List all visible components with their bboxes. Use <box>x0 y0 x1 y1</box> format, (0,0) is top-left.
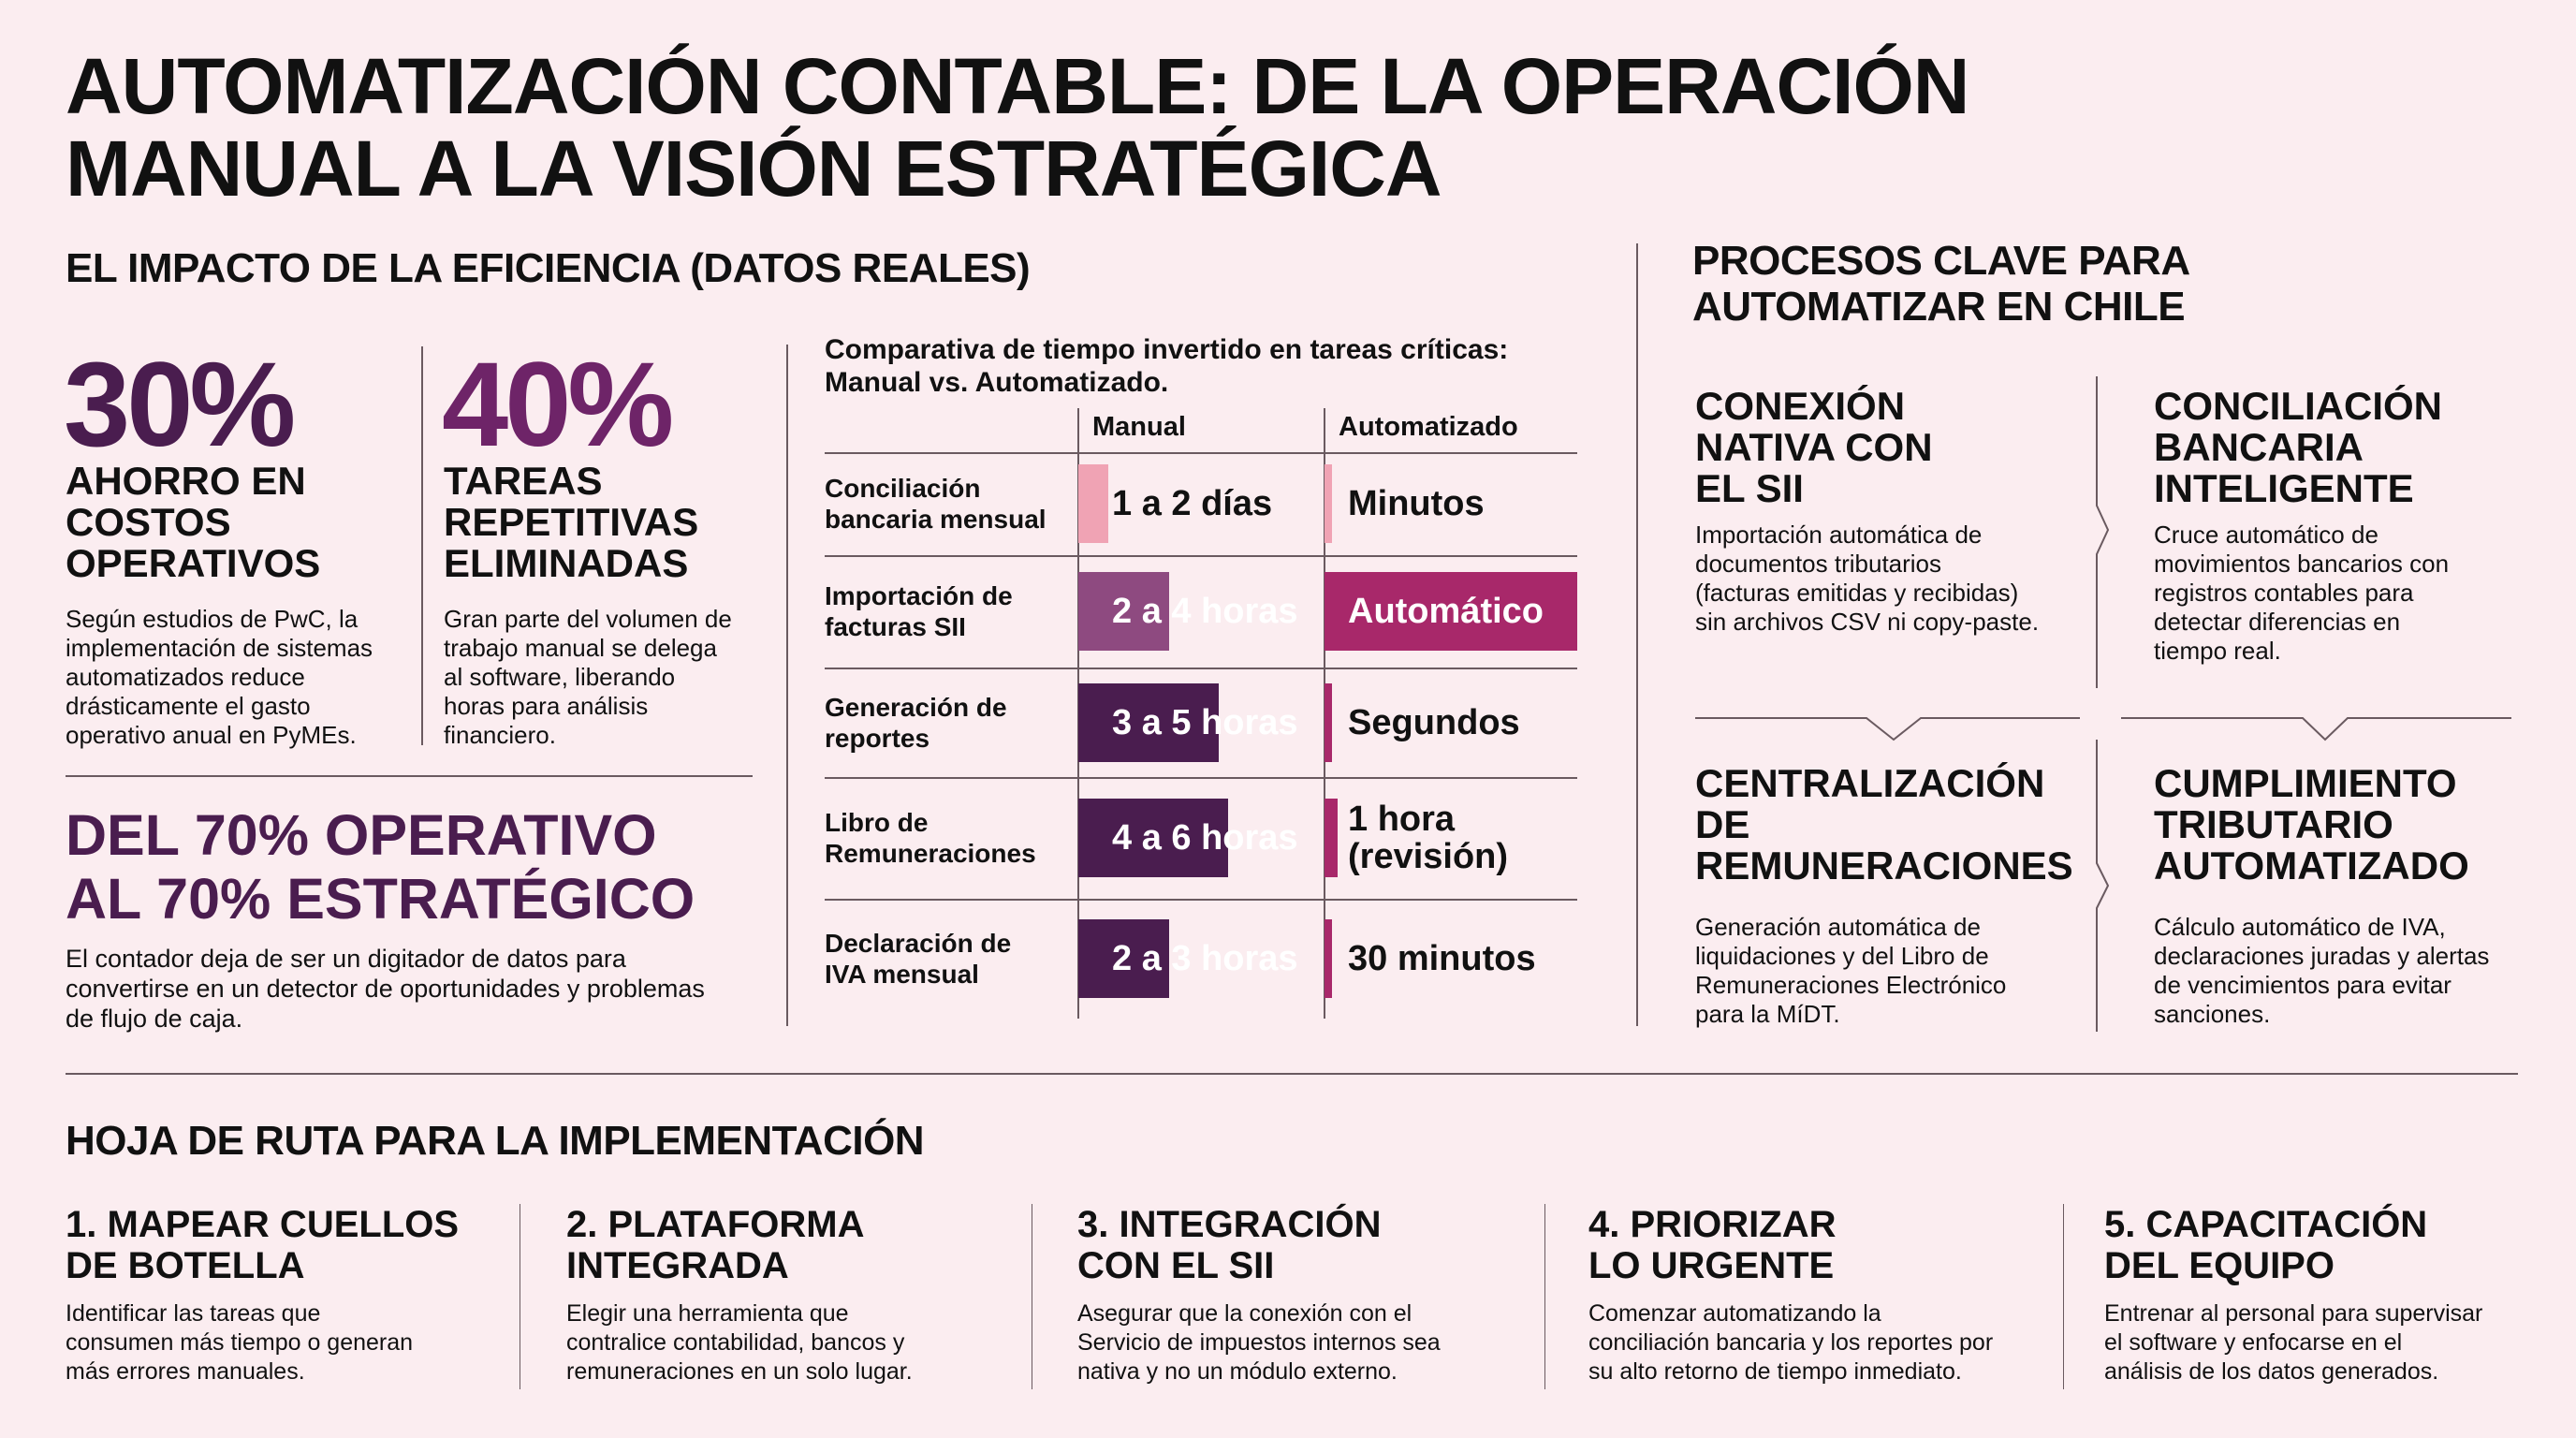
processes-heading: PROCESOS CLAVE PARA AUTOMATIZAR EN CHILE <box>1692 238 2190 330</box>
automated-time-value: Minutos <box>1348 484 1485 523</box>
manual-time-value: 2 a 4 horas <box>1112 593 1298 630</box>
manual-time-value: 1 a 2 días <box>1112 485 1272 522</box>
roadmap-divider <box>66 1073 2518 1075</box>
automated-time-value: 1 hora (revisión) <box>1348 800 1509 876</box>
stat-divider <box>421 346 423 745</box>
roadmap-step-text: Comenzar automatizando la conciliación b… <box>1588 1300 1994 1385</box>
stat-label-savings: AHORRO EN COSTOS OPERATIVOS <box>66 459 321 585</box>
roadmap-step-text: Elegir una herramienta que contralice co… <box>566 1300 913 1385</box>
column-header-automated: Automatizado <box>1339 412 1518 442</box>
roadmap-step-title: 4. PRIORIZAR LO URGENTE <box>1588 1204 1837 1286</box>
task-label: Generación de reportes <box>825 692 1007 753</box>
stat-value-savings: 30% <box>64 338 296 472</box>
process-title-bank: CONCILIACIÓN BANCARIA INTELIGENTE <box>2154 384 2442 510</box>
row-separator <box>825 452 1577 454</box>
automated-time-value: Automático <box>1348 592 1544 631</box>
section-divider-right <box>1636 243 1638 1026</box>
roadmap-step-divider <box>2063 1204 2064 1389</box>
connector-right-arrow-top <box>2096 376 2110 688</box>
manual-time-bar <box>1078 682 1219 762</box>
automated-time-bar <box>1325 464 1333 543</box>
roadmap-heading: HOJA DE RUTA PARA LA IMPLEMENTACIÓN <box>66 1118 925 1164</box>
roadmap-step-title: 3. INTEGRACIÓN CON EL SII <box>1077 1204 1382 1286</box>
row-separator <box>825 668 1577 669</box>
roadmap-step-title: 1. MAPEAR CUELLOS DE BOTELLA <box>66 1204 460 1286</box>
manual-time-value-text: 3 a 5 horas <box>1112 702 1298 742</box>
manual-time-value-text: 1 a 2 días <box>1112 484 1273 523</box>
process-text-tax: Cálculo automático de IVA, declaraciones… <box>2154 913 2490 1028</box>
connector-right-arrow-bottom <box>2096 740 2110 1032</box>
roadmap-step-text: Identificar las tareas que consumen más … <box>66 1300 414 1385</box>
roadmap-step-divider <box>1544 1204 1545 1389</box>
stat-label-tasks: TAREAS REPETITIVAS ELIMINADAS <box>444 459 699 585</box>
impact-divider <box>66 775 753 777</box>
manual-time-bar <box>1078 572 1170 651</box>
process-text-bank: Cruce automático de movimientos bancario… <box>2154 521 2450 665</box>
automated-time-bar <box>1325 799 1338 877</box>
row-separator <box>825 899 1577 901</box>
roadmap-step-text: Entrenar al personal para supervisar el … <box>2104 1300 2483 1385</box>
row-separator <box>825 777 1577 779</box>
manual-time-value-text: 2 a 3 horas <box>1112 939 1298 978</box>
task-label: Importación de facturas SII <box>825 581 1013 641</box>
roadmap-step-title: 2. PLATAFORMA INTEGRADA <box>566 1204 865 1286</box>
stat-text-tasks: Gran parte del volumen de trabajo manual… <box>444 605 732 749</box>
connector-down-arrow-left <box>1695 717 2080 741</box>
stat-text-savings: Según estudios de PwC, la implementación… <box>66 605 373 749</box>
automated-time-value: Segundos <box>1348 702 1520 742</box>
row-separator <box>825 555 1577 557</box>
process-title-sii: CONEXIÓN NATIVA CON EL SII <box>1695 384 1933 510</box>
comparison-title: Comparativa de tiempo invertido en tarea… <box>825 334 1509 398</box>
manual-time-value: 3 a 5 horas <box>1112 704 1298 741</box>
task-label: Libro de Remuneraciones <box>825 808 1036 868</box>
process-title-payroll: CENTRALIZACIÓN DE REMUNERACIONES <box>1695 761 2073 888</box>
manual-time-value-text: 2 a 4 horas <box>1112 592 1298 631</box>
column-header-manual: Manual <box>1092 412 1186 442</box>
page-title: AUTOMATIZACIÓN CONTABLE: DE LA OPERACIÓN… <box>66 42 1969 213</box>
strategic-heading: DEL 70% OPERATIVO AL 70% ESTRATÉGICO <box>66 803 695 931</box>
manual-time-bar <box>1078 464 1108 543</box>
task-label: Declaración de IVA mensual <box>825 929 1012 989</box>
manual-time-bar <box>1078 799 1229 877</box>
impact-heading: EL IMPACTO DE LA EFICIENCIA (DATOS REALE… <box>66 245 1031 291</box>
automated-time-value: 30 minutos <box>1348 939 1536 978</box>
process-text-sii: Importación automática de documentos tri… <box>1695 521 2040 636</box>
section-divider-left <box>786 345 788 1026</box>
connector-down-arrow-right <box>2121 717 2511 741</box>
automated-time-bar <box>1325 682 1333 762</box>
roadmap-step-text: Asegurar que la conexión con el Servicio… <box>1077 1300 1441 1385</box>
task-label: Conciliación bancaria mensual <box>825 474 1046 534</box>
roadmap-step-title: 5. CAPACITACIÓN DEL EQUIPO <box>2104 1204 2428 1286</box>
strategic-text: El contador deja de ser un digitador de … <box>66 945 705 1033</box>
manual-time-value: 4 a 6 horas <box>1112 819 1298 857</box>
manual-time-bar <box>1078 919 1170 998</box>
stat-value-tasks: 40% <box>442 338 674 472</box>
process-title-tax: CUMPLIMIENTO TRIBUTARIO AUTOMATIZADO <box>2154 761 2469 888</box>
automated-time-bar <box>1325 572 1577 651</box>
manual-time-value-text: 4 a 6 horas <box>1112 818 1298 858</box>
automated-time-bar <box>1325 919 1333 998</box>
manual-time-value: 2 a 3 horas <box>1112 940 1298 977</box>
process-text-payroll: Generación automática de liquidaciones y… <box>1695 913 2007 1028</box>
